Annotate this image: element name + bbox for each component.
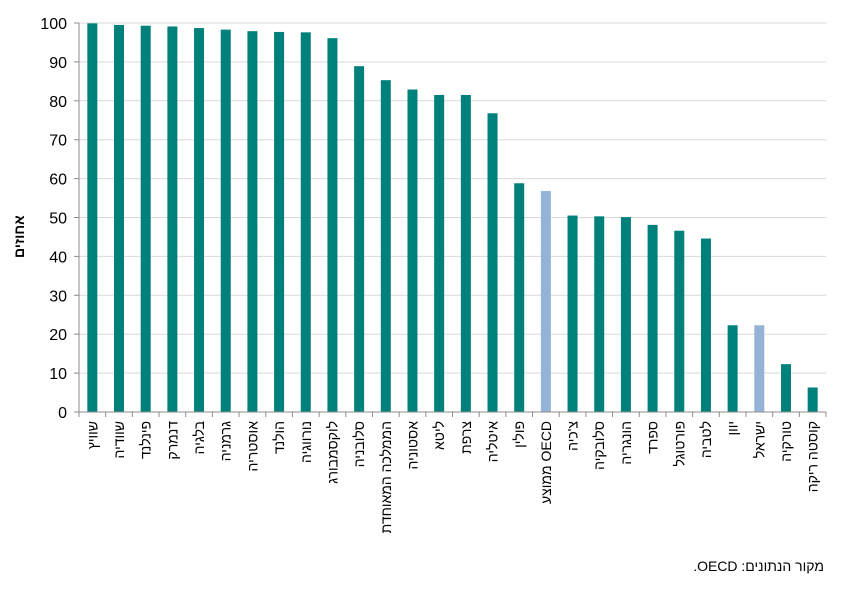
bar bbox=[567, 215, 578, 412]
y-tick-label: 90 bbox=[49, 55, 67, 72]
x-tick-label: יוון bbox=[725, 421, 741, 436]
x-tick-label: לוקסמבורג bbox=[324, 421, 340, 484]
x-tick-label: אוסטריה bbox=[244, 421, 260, 472]
y-tick-label: 40 bbox=[49, 249, 67, 266]
x-tick-label: סלובקיה bbox=[591, 421, 607, 470]
x-tick-labels: שוויץ שוודיה פינלנד דנמרק בלגיה גרמניה אוסטריה… bbox=[84, 421, 820, 534]
bar bbox=[727, 325, 738, 412]
x-tick-label: ממוצע OECD bbox=[538, 421, 554, 504]
y-axis-label: אחוזים bbox=[11, 215, 27, 258]
x-tick-label: נורווגיה bbox=[298, 421, 314, 463]
bar bbox=[700, 238, 711, 412]
x-tick-label: צרפת bbox=[458, 421, 474, 454]
x-tick-label: בלגיה bbox=[191, 421, 207, 454]
bar bbox=[327, 38, 338, 413]
y-tick-label: 20 bbox=[49, 327, 67, 344]
x-tick-label: טורקיה bbox=[778, 421, 794, 462]
x-tick-label: פורטוגל bbox=[671, 421, 687, 467]
bar bbox=[140, 25, 151, 413]
bar bbox=[354, 66, 365, 412]
x-tick-label: ישראל bbox=[751, 421, 767, 458]
bar bbox=[754, 325, 765, 412]
x-tick-label: סלובניה bbox=[351, 421, 367, 467]
x-tick-label: הולנד bbox=[271, 421, 287, 454]
gridlines bbox=[79, 22, 826, 374]
x-tick-label: הונגריה bbox=[618, 421, 634, 465]
bar bbox=[114, 24, 125, 412]
y-tick-label: 0 bbox=[58, 405, 67, 422]
bar bbox=[434, 94, 445, 412]
y-tick-label: 70 bbox=[49, 133, 67, 150]
axes bbox=[74, 22, 827, 417]
bar bbox=[514, 183, 525, 412]
bar bbox=[674, 230, 685, 412]
bars bbox=[87, 23, 818, 413]
x-tick-label: שוויץ bbox=[84, 421, 100, 449]
x-tick-label: גרמניה bbox=[218, 421, 234, 461]
bar bbox=[87, 23, 98, 412]
bar bbox=[167, 26, 178, 412]
bar bbox=[780, 364, 791, 412]
bar bbox=[300, 32, 311, 412]
bar bbox=[247, 31, 258, 412]
x-tick-label: הממלכה המאוחדת bbox=[378, 421, 394, 533]
source-note: מקור הנתונים: OECD. bbox=[693, 558, 824, 574]
bar bbox=[647, 224, 658, 412]
y-tick-label: 80 bbox=[49, 94, 67, 111]
y-tick-label: 50 bbox=[49, 211, 67, 228]
x-tick-label: צ'כיה bbox=[565, 421, 581, 451]
bar bbox=[407, 89, 418, 413]
x-tick-label: פולין bbox=[511, 421, 527, 448]
x-tick-label: לטביה bbox=[698, 421, 714, 458]
x-tick-label: קוסטה ריקה bbox=[805, 421, 821, 492]
y-tick-labels: 0 10 20 30 40 50 60 70 80 90 100 bbox=[40, 16, 67, 422]
x-tick-label: פינלנד bbox=[138, 421, 154, 459]
bar bbox=[620, 217, 631, 412]
bar bbox=[380, 80, 391, 413]
x-tick-label: אסטוניה bbox=[404, 421, 420, 470]
y-tick-label: 30 bbox=[49, 288, 67, 305]
bar bbox=[460, 94, 471, 412]
x-tick-label: דנמרק bbox=[164, 421, 180, 460]
bar bbox=[540, 191, 551, 412]
bar bbox=[594, 216, 605, 412]
x-tick-label: איטליה bbox=[485, 421, 501, 462]
bar bbox=[487, 113, 498, 413]
x-tick-label: ספרד bbox=[645, 421, 661, 454]
bar bbox=[807, 387, 818, 412]
y-tick-label: 60 bbox=[49, 172, 67, 189]
bar bbox=[194, 28, 205, 412]
x-tick-label: ליטא bbox=[431, 421, 447, 450]
y-tick-label: 100 bbox=[40, 16, 67, 33]
y-tick-label: 10 bbox=[49, 366, 67, 383]
bar bbox=[274, 31, 285, 413]
bar bbox=[220, 29, 231, 412]
x-tick-label: שוודיה bbox=[111, 421, 127, 458]
